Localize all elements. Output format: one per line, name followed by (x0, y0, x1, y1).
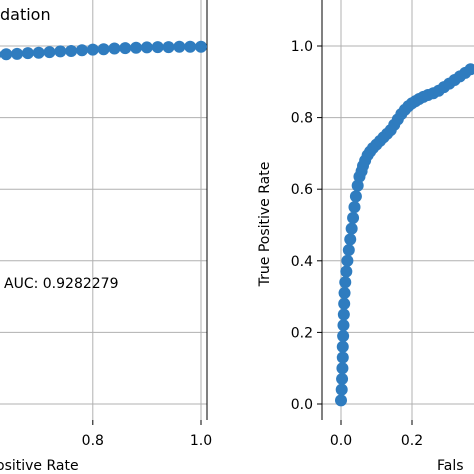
left-data-point (43, 46, 56, 59)
right-data-point (339, 276, 352, 289)
right-data-point (349, 190, 362, 203)
right-ytick-label-4: 0.8 (291, 111, 313, 127)
left-data-point (54, 45, 67, 58)
right-panel: 0.0 0.2 0.0 0.2 0.4 0.6 0.8 1.0 True Positive … (257, 0, 474, 474)
left-x-tick-labels: 0.60.81.0 (82, 420, 212, 449)
left-xtick-label-2: 1.0 (190, 433, 212, 449)
right-data-point (345, 222, 358, 235)
left-series (0, 40, 207, 61)
left-gridlines (0, 0, 207, 420)
left-data-point (0, 48, 13, 61)
right-data-point (338, 287, 351, 300)
right-data-point (337, 329, 350, 342)
right-series-line-0 (339, 68, 472, 401)
right-data-point (348, 201, 361, 214)
right-data-point (347, 211, 360, 224)
left-data-point (11, 47, 24, 60)
left-data-point (32, 46, 45, 59)
right-series (335, 63, 474, 407)
right-ytick-label-1: 0.2 (291, 325, 313, 341)
right-ytick-label-3: 0.6 (291, 182, 313, 198)
left-data-point (140, 41, 153, 54)
left-data-point (184, 40, 197, 53)
right-data-point (336, 362, 349, 375)
right-data-point (340, 265, 353, 278)
right-y-tick-labels: 0.0 0.2 0.4 0.6 0.8 1.0 (291, 39, 322, 413)
right-data-point (338, 297, 351, 310)
left-data-point (86, 43, 99, 56)
left-data-point (119, 42, 132, 55)
right-data-point (342, 244, 355, 257)
left-data-point (108, 42, 121, 55)
right-data-point (336, 351, 349, 364)
left-panel: dation 0.60.81.0 AUC: 0.9282279 ositive … (0, 0, 212, 474)
right-data-point (351, 179, 364, 192)
right-data-point (335, 394, 347, 407)
right-x-axis-label: Fals (437, 458, 464, 474)
right-data-point (337, 319, 350, 332)
right-data-point (336, 340, 349, 353)
left-data-point (162, 41, 175, 54)
left-data-point (97, 43, 110, 56)
right-data-point (337, 308, 350, 321)
left-data-point (75, 44, 88, 57)
left-x-axis-label: ositive Rate (0, 458, 79, 474)
right-ytick-label-2: 0.4 (291, 254, 313, 270)
left-data-point (130, 41, 143, 54)
left-data-point (65, 45, 78, 58)
left-data-point (21, 47, 34, 60)
right-xtick-label-0: 0.0 (330, 433, 352, 449)
right-ytick-label-0: 0.0 (291, 397, 313, 413)
right-data-point (464, 63, 474, 76)
left-panel-title: dation (0, 5, 51, 24)
right-data-point (336, 372, 349, 385)
left-data-point (151, 41, 164, 54)
left-data-point (195, 40, 207, 53)
right-data-point (344, 233, 357, 246)
right-data-point (335, 383, 348, 396)
right-x-tick-labels: 0.0 0.2 (330, 420, 423, 449)
right-ytick-label-5: 1.0 (291, 39, 313, 55)
right-y-axis-label: True Positive Rate (257, 162, 273, 288)
auc-annotation: AUC: 0.9282279 (4, 276, 118, 292)
left-data-point (173, 40, 186, 53)
right-data-point (341, 254, 354, 267)
right-xtick-label-1: 0.2 (401, 433, 423, 449)
left-xtick-label-1: 0.8 (82, 433, 104, 449)
